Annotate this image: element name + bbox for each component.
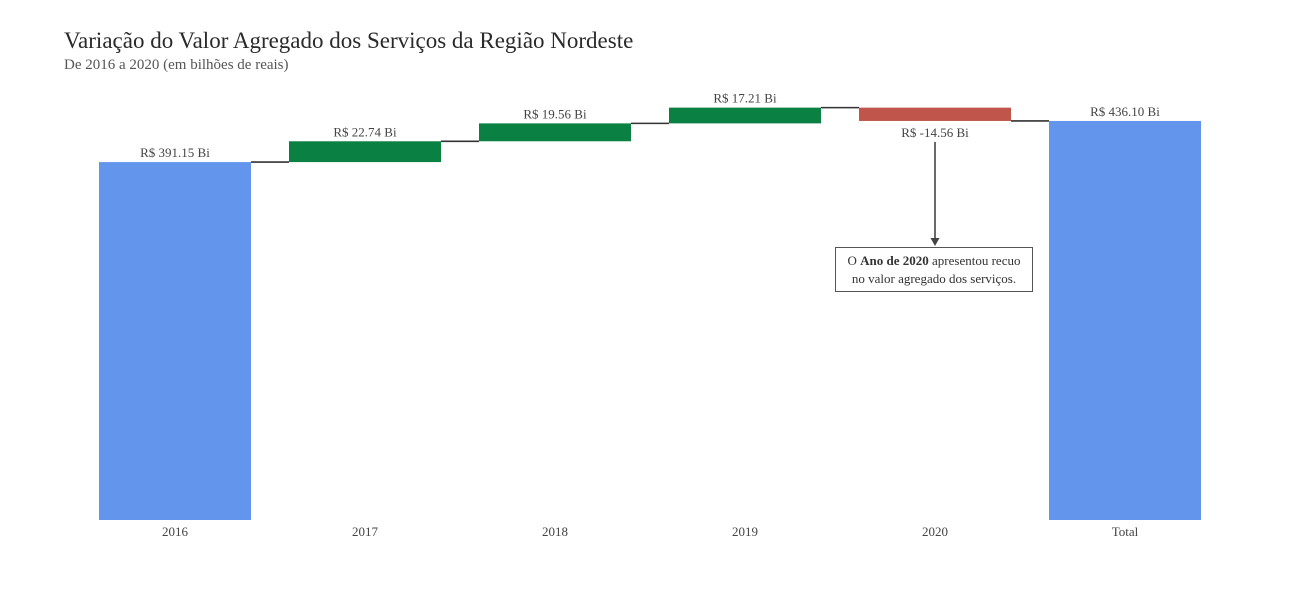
x-tick-label: 2020: [922, 524, 948, 539]
x-tick-label: Total: [1112, 524, 1139, 539]
chart-title: Variação do Valor Agregado dos Serviços …: [64, 28, 634, 53]
x-tick-label: 2017: [352, 524, 379, 539]
data-label: R$ -14.56 Bi: [901, 125, 969, 140]
annotation-suffix: apresentou recuo no valor agregado dos s…: [851, 253, 1021, 286]
annotation-box: O Ano de 2020 apresentou recuo no valor …: [835, 247, 1033, 292]
bar-2017: [289, 141, 441, 163]
annotation-bold: Ano de 2020: [860, 253, 929, 268]
data-label: R$ 436.10 Bi: [1090, 104, 1160, 119]
x-tick-label: 2018: [542, 524, 568, 539]
x-tick-label: 2019: [732, 524, 758, 539]
bar-2016: [99, 162, 251, 520]
bar-total: [1049, 120, 1201, 520]
data-label: R$ 22.74 Bi: [333, 124, 397, 139]
annotation-arrowhead: [930, 238, 940, 246]
annotation-prefix: O: [847, 253, 861, 268]
data-label: R$ 391.15 Bi: [140, 145, 210, 160]
bar-2019: [669, 107, 821, 124]
x-tick-label: 2016: [162, 524, 189, 539]
bar-2018: [479, 123, 631, 142]
data-label: R$ 17.21 Bi: [713, 91, 777, 106]
chart-subtitle: De 2016 a 2020 (em bilhões de reais): [64, 57, 289, 73]
data-label: R$ 19.56 Bi: [523, 106, 587, 121]
bar-2020: [859, 107, 1011, 121]
